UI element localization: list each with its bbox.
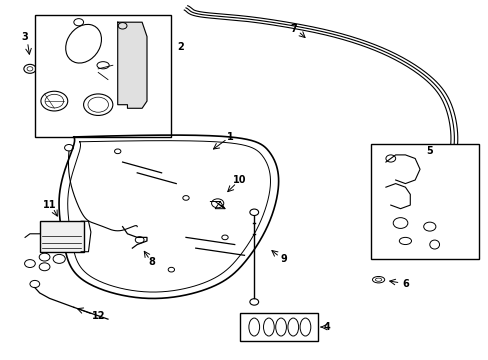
Text: 4: 4	[324, 322, 330, 332]
Text: 7: 7	[289, 24, 296, 35]
Bar	[40, 221, 83, 252]
Polygon shape	[118, 22, 147, 108]
Text: 8: 8	[148, 257, 155, 267]
Text: 2: 2	[177, 42, 184, 52]
Text: 1: 1	[226, 132, 233, 142]
Bar	[35, 15, 171, 137]
Bar	[370, 144, 478, 259]
Text: 6: 6	[401, 279, 408, 289]
Text: 10: 10	[232, 175, 246, 185]
Text: 9: 9	[280, 254, 286, 264]
Text: 12: 12	[91, 311, 105, 321]
Text: 5: 5	[426, 146, 432, 156]
Text: 11: 11	[42, 200, 56, 210]
Bar	[239, 313, 317, 341]
Text: 3: 3	[21, 32, 28, 41]
